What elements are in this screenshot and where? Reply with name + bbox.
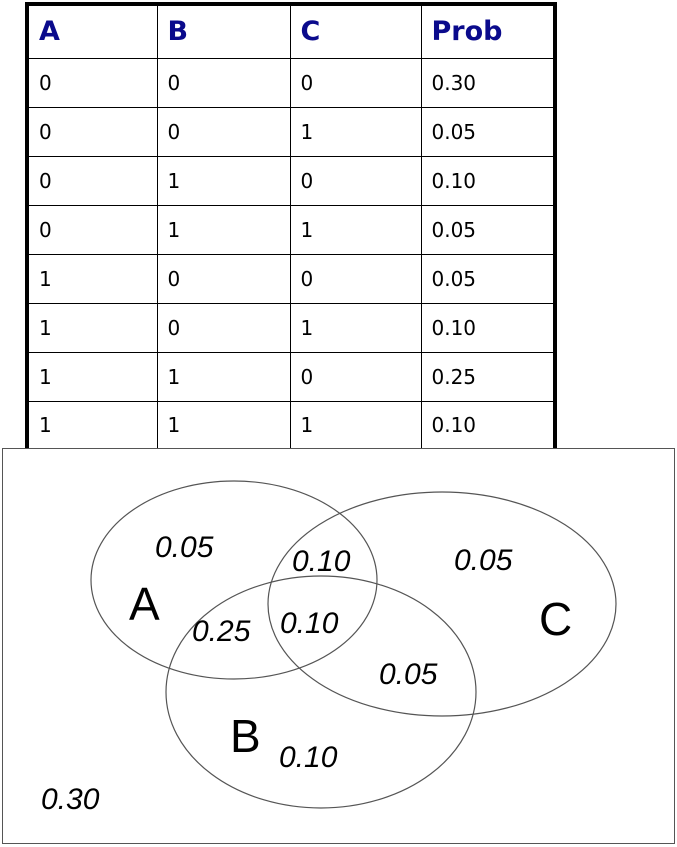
cell-prob: 0.05 xyxy=(421,254,555,304)
venn-diagram: A C B 0.05 0.10 0.05 0.25 0.10 0.05 0.10… xyxy=(41,480,617,816)
region-a-b: 0.25 xyxy=(192,615,251,648)
cell-prob: 0.05 xyxy=(421,205,555,255)
cell-c: 0 xyxy=(290,254,422,304)
set-a-circle xyxy=(90,480,378,680)
cell-a: 1 xyxy=(27,401,158,450)
cell-prob: 0.10 xyxy=(421,303,555,353)
table-row: 0 1 1 0.05 xyxy=(27,205,555,255)
header-a: A xyxy=(27,4,158,59)
region-none: 0.30 xyxy=(41,783,100,816)
cell-b: 1 xyxy=(157,205,291,255)
cell-prob: 0.10 xyxy=(431,412,477,437)
region-b-c: 0.05 xyxy=(379,658,438,691)
cell-b: 0 xyxy=(157,303,291,353)
cell-c: 0 xyxy=(290,156,422,206)
region-c-only: 0.05 xyxy=(454,544,513,577)
cell-b: 1 xyxy=(157,156,291,206)
cell-prob: 0.10 xyxy=(421,156,555,206)
table-row: 1 1 1 0.10 xyxy=(27,401,555,450)
cell-b: 1 xyxy=(157,401,291,450)
cell-c: 1 xyxy=(290,107,422,157)
set-a-label: A xyxy=(129,578,160,630)
set-b-label: B xyxy=(230,710,261,762)
table-row: 0 0 1 0.05 xyxy=(27,107,555,157)
cell-c: 1 xyxy=(290,401,422,450)
cell-c: 1 xyxy=(290,303,422,353)
region-a-only: 0.05 xyxy=(155,531,214,564)
table-row: 0 1 0 0.10 xyxy=(27,156,555,206)
table-header-row: A B C Prob xyxy=(27,4,555,59)
cell-c: 0 xyxy=(290,352,422,402)
cell-a: 1 xyxy=(27,352,158,402)
cell-a: 0 xyxy=(27,205,158,255)
cell-b: 0 xyxy=(157,254,291,304)
header-c: C xyxy=(290,4,422,59)
cell-c: 1 xyxy=(290,205,422,255)
header-prob: Prob xyxy=(421,4,555,59)
set-c-circle xyxy=(267,491,617,717)
set-b-circle xyxy=(165,575,477,809)
cell-prob: 0.25 xyxy=(421,352,555,402)
cell-a: 0 xyxy=(27,58,158,108)
cell-prob: 0.30 xyxy=(421,58,555,108)
table-row: 1 0 0 0.05 xyxy=(27,254,555,304)
table-row: 1 0 1 0.10 xyxy=(27,303,555,353)
cell-a: 0 xyxy=(27,107,158,157)
region-b-only: 0.10 xyxy=(279,741,338,774)
cell-c: 0 xyxy=(290,58,422,108)
cell-b: 0 xyxy=(157,58,291,108)
venn-diagram-frame: A C B 0.05 0.10 0.05 0.25 0.10 0.05 0.10… xyxy=(2,448,675,844)
region-a-b-c: 0.10 xyxy=(280,607,339,640)
table-row: 0 0 0 0.30 xyxy=(27,58,555,108)
cell-a: 0 xyxy=(27,156,158,206)
cell-a: 1 xyxy=(27,303,158,353)
joint-probability-table: A B C Prob 0 0 0 0.30 0 0 1 0.05 0 1 0 0… xyxy=(25,2,557,452)
cell-prob: 0.05 xyxy=(421,107,555,157)
cell-b: 0 xyxy=(157,107,291,157)
region-a-c: 0.10 xyxy=(292,545,351,578)
cell-a: 1 xyxy=(27,254,158,304)
table-row: 1 1 0 0.25 xyxy=(27,352,555,402)
set-c-label: C xyxy=(539,593,572,645)
header-b: B xyxy=(157,4,291,59)
cell-b: 1 xyxy=(157,352,291,402)
